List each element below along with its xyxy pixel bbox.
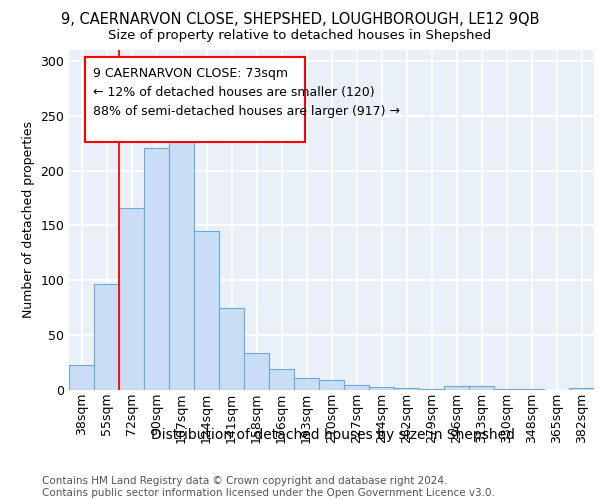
Text: Size of property relative to detached houses in Shepshed: Size of property relative to detached ho… <box>109 29 491 42</box>
Bar <box>494 389 519 390</box>
Bar <box>294 378 319 390</box>
Bar <box>344 384 369 390</box>
FancyBboxPatch shape <box>85 57 305 142</box>
Text: Contains HM Land Registry data © Crown copyright and database right 2024.
Contai: Contains HM Land Registry data © Crown c… <box>42 476 495 498</box>
Y-axis label: Number of detached properties: Number of detached properties <box>22 122 35 318</box>
Bar <box>244 352 269 390</box>
Bar <box>94 284 119 390</box>
Bar <box>569 388 594 390</box>
Text: Distribution of detached houses by size in Shepshed: Distribution of detached houses by size … <box>151 428 515 442</box>
Bar <box>194 231 219 390</box>
Bar <box>369 386 394 390</box>
Bar <box>269 369 294 390</box>
Bar <box>144 148 169 390</box>
Bar <box>219 308 244 390</box>
Bar <box>469 386 494 390</box>
Bar <box>119 208 144 390</box>
Text: 9, CAERNARVON CLOSE, SHEPSHED, LOUGHBOROUGH, LE12 9QB: 9, CAERNARVON CLOSE, SHEPSHED, LOUGHBORO… <box>61 12 539 28</box>
Bar <box>69 365 94 390</box>
Bar <box>444 386 469 390</box>
Bar <box>169 129 194 390</box>
Bar <box>319 380 344 390</box>
Bar <box>419 389 444 390</box>
Bar <box>394 388 419 390</box>
Bar <box>519 389 544 390</box>
Text: 9 CAERNARVON CLOSE: 73sqm
← 12% of detached houses are smaller (120)
88% of semi: 9 CAERNARVON CLOSE: 73sqm ← 12% of detac… <box>92 67 400 118</box>
